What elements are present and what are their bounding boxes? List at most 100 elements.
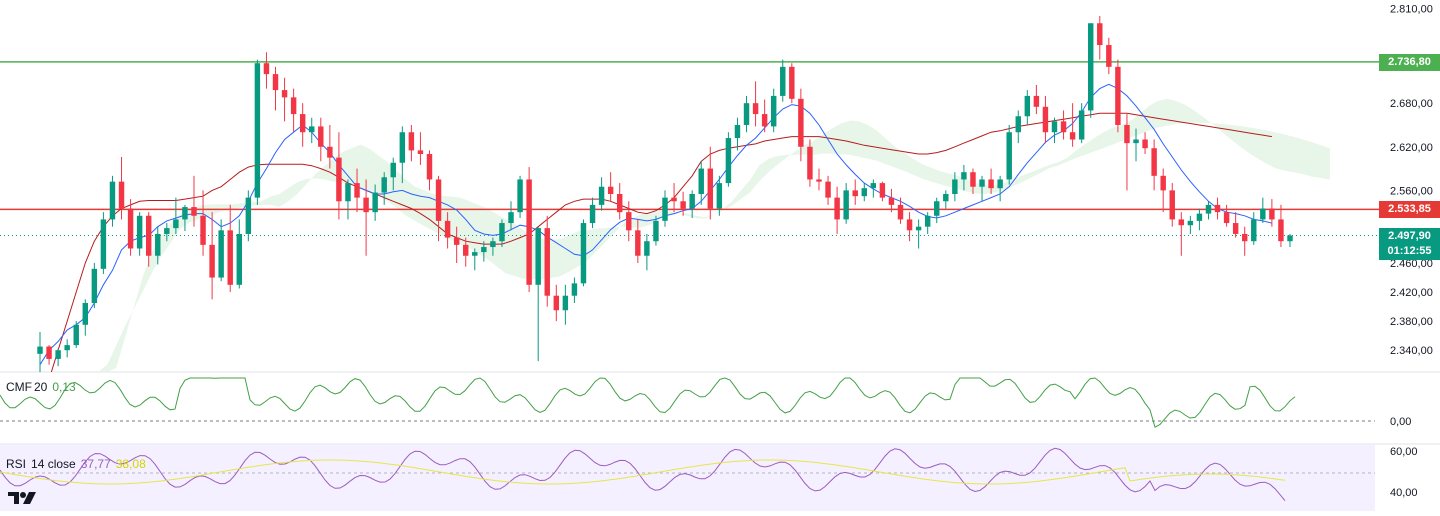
candle-body xyxy=(1251,219,1257,242)
candle-body xyxy=(1006,132,1012,180)
cmf-axis-tick: 0,00 xyxy=(1390,416,1411,428)
candle-body xyxy=(209,244,215,278)
candle xyxy=(336,132,342,220)
candle xyxy=(91,263,98,309)
candle xyxy=(426,150,433,191)
candle xyxy=(345,179,351,220)
cmf-name: CMF xyxy=(6,380,32,394)
candle-body xyxy=(906,219,913,231)
candle xyxy=(399,126,406,184)
candle xyxy=(1260,197,1266,224)
candle xyxy=(1069,103,1076,147)
candle-body xyxy=(1042,106,1049,133)
price-axis-tick: 2.460,00 xyxy=(1390,258,1433,270)
candle xyxy=(463,237,469,267)
candle xyxy=(1241,226,1248,256)
candle xyxy=(924,212,931,234)
candle-body xyxy=(888,197,895,205)
candle-body xyxy=(689,193,695,209)
candle xyxy=(626,201,632,242)
candle-body xyxy=(1223,212,1230,224)
candle-body xyxy=(309,126,315,133)
candle xyxy=(263,52,270,89)
cmf-value: 0,13 xyxy=(52,380,76,394)
candle-body xyxy=(952,179,958,194)
candle-body xyxy=(934,201,940,216)
candle xyxy=(1060,110,1067,140)
candle-body xyxy=(218,230,224,278)
candle-body xyxy=(1287,235,1293,242)
candle xyxy=(164,223,170,242)
price-axis-tick: 2.560,00 xyxy=(1390,185,1433,197)
candle-body xyxy=(281,90,288,98)
last-price-tag: 2.497,90 01:12:55 xyxy=(1379,228,1440,261)
candle xyxy=(218,219,224,282)
candle-body xyxy=(1232,223,1239,234)
candle-body xyxy=(734,124,741,139)
candle-body xyxy=(1241,233,1248,242)
candle-body xyxy=(408,132,415,151)
candle xyxy=(499,219,505,248)
candle-body xyxy=(200,215,206,245)
cmf-legend[interactable]: CMF 20 0,13 xyxy=(6,380,81,394)
rsi-legend[interactable]: RSI 14 close 37,77 38,08 xyxy=(6,457,151,471)
candle-body xyxy=(55,350,61,359)
candle xyxy=(254,59,261,205)
candle xyxy=(1115,59,1121,133)
candle-body xyxy=(743,103,750,125)
candle xyxy=(897,197,904,224)
tradingview-logo-icon[interactable] xyxy=(8,490,40,506)
candle xyxy=(64,339,70,358)
candle xyxy=(789,63,795,104)
candle-body xyxy=(463,244,469,256)
candle-body xyxy=(752,103,759,115)
candle-body xyxy=(1088,23,1094,111)
candle-body xyxy=(924,215,931,227)
candle xyxy=(182,204,188,232)
candle xyxy=(671,183,677,213)
candle-body xyxy=(879,183,886,198)
candle xyxy=(825,175,831,205)
candle xyxy=(798,88,804,162)
candle xyxy=(1151,139,1157,191)
candle-body xyxy=(182,207,188,220)
candle-body xyxy=(227,230,233,285)
candle xyxy=(327,124,333,169)
price-axis-tick: 2.810,00 xyxy=(1390,4,1433,16)
candle xyxy=(580,219,587,287)
candle-body xyxy=(1151,148,1157,176)
candle xyxy=(481,241,487,262)
candle xyxy=(770,88,777,133)
candle xyxy=(943,190,949,209)
candle xyxy=(716,175,723,216)
candle-body xyxy=(1196,213,1203,221)
candle-body xyxy=(1078,110,1085,140)
candle-body xyxy=(1124,124,1130,144)
candle-body xyxy=(1060,121,1067,133)
candle-body xyxy=(481,247,487,253)
candle xyxy=(1142,132,1148,155)
candle-body xyxy=(671,197,677,202)
candle-body xyxy=(825,181,831,198)
candle-body xyxy=(245,197,252,234)
candle xyxy=(979,175,985,202)
candle xyxy=(544,215,550,307)
candle xyxy=(725,132,732,187)
candle xyxy=(662,190,668,227)
candle-body xyxy=(1269,208,1275,220)
candle-body xyxy=(1106,45,1112,67)
candle-body xyxy=(517,179,523,213)
rsi-axis-tick: 40,00 xyxy=(1390,487,1418,499)
candle-body xyxy=(155,233,161,256)
candle xyxy=(490,237,496,256)
candle xyxy=(1169,183,1175,227)
candle xyxy=(299,103,306,147)
candle-body xyxy=(1115,66,1121,125)
candle-body xyxy=(1024,95,1031,117)
candle xyxy=(145,212,152,267)
candle xyxy=(1006,124,1012,185)
candle-body xyxy=(653,220,659,242)
candle-body xyxy=(173,219,179,229)
